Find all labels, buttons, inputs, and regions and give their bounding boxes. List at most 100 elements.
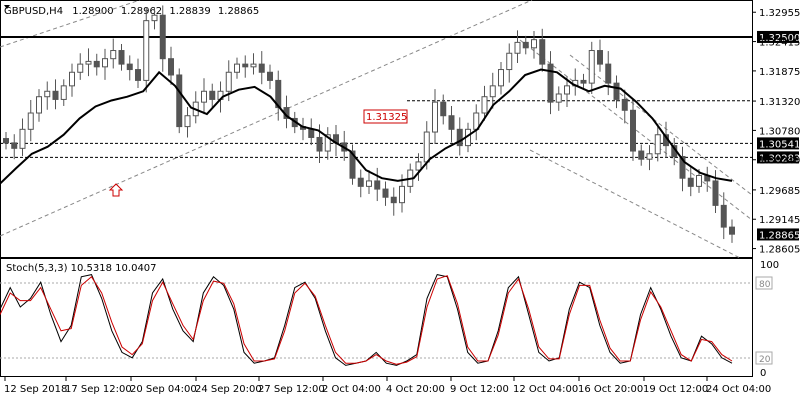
candle-body bbox=[225, 71, 232, 92]
stoch-signal-line bbox=[0, 275, 733, 365]
x-tick-label: 24 Sep 20:00 bbox=[195, 384, 262, 395]
x-tick-label: 19 Oct 12:00 bbox=[643, 384, 708, 395]
stoch-level-20-label: 20 bbox=[759, 355, 771, 365]
candle-body bbox=[498, 69, 504, 87]
candle-body bbox=[621, 98, 628, 111]
candle-body bbox=[60, 85, 67, 100]
candle-body bbox=[382, 188, 389, 198]
candle-body bbox=[159, 14, 166, 60]
candle-body bbox=[564, 85, 570, 95]
close-value: 1.28865 bbox=[218, 6, 259, 17]
candle-body bbox=[630, 109, 636, 152]
candle-body bbox=[374, 180, 381, 190]
candle-body bbox=[390, 196, 397, 204]
symbol-dropdown-icon[interactable] bbox=[4, 5, 10, 9]
level-badge-label: 1.30283 bbox=[759, 153, 800, 164]
candle-body bbox=[481, 96, 488, 114]
candle-body bbox=[3, 138, 9, 144]
low-value: 1.28839 bbox=[169, 6, 210, 17]
annotation-1-31325: 1.31325 bbox=[363, 109, 408, 124]
candle-body bbox=[234, 63, 240, 73]
candle-body bbox=[308, 128, 315, 138]
candle-body bbox=[267, 71, 273, 81]
candle-body bbox=[85, 60, 92, 65]
y-tick-label: 1.31320 bbox=[759, 97, 800, 108]
candle-body bbox=[44, 90, 51, 98]
candle-body bbox=[514, 41, 521, 54]
candle-body bbox=[605, 63, 612, 84]
candle-body bbox=[126, 63, 133, 71]
x-tick-label: 27 Sep 12:00 bbox=[258, 384, 325, 395]
moving-average-line bbox=[0, 68, 733, 185]
candle-body bbox=[102, 58, 108, 68]
high-value: 1.28962 bbox=[121, 6, 162, 17]
x-tick-label: 20 Sep 04:00 bbox=[130, 384, 197, 395]
candle-body bbox=[712, 180, 719, 206]
level-badge bbox=[757, 228, 799, 241]
x-tick-label: 2 Oct 04:00 bbox=[322, 384, 381, 395]
stoch-level-80-label: 80 bbox=[759, 280, 771, 290]
open-value: 1.28900 bbox=[72, 6, 113, 17]
stoch-tick-100: 100 bbox=[760, 260, 779, 271]
candle-body bbox=[448, 115, 455, 130]
candle-body bbox=[118, 50, 125, 65]
channel-lines bbox=[0, 0, 753, 259]
stoch-tick-80-box: 80 bbox=[755, 276, 773, 290]
candle-body bbox=[423, 131, 430, 163]
candle-body bbox=[357, 177, 364, 187]
candle-body bbox=[349, 150, 356, 179]
candle-body bbox=[654, 134, 661, 155]
y-tick-label: 1.31875 bbox=[759, 67, 800, 78]
x-tick-label: 16 Oct 20:00 bbox=[578, 384, 643, 395]
candle-body bbox=[588, 50, 595, 84]
y-tick-label: 1.28605 bbox=[759, 245, 800, 256]
candle-body bbox=[176, 74, 183, 128]
candle-body bbox=[316, 136, 323, 152]
y-tick-label: 1.30780 bbox=[759, 126, 800, 137]
candle-body bbox=[696, 174, 702, 187]
candle-body bbox=[531, 39, 537, 49]
y-tick-label: 1.29685 bbox=[759, 186, 800, 197]
candle-body bbox=[597, 50, 603, 65]
stoch-tick-0: 0 bbox=[760, 368, 766, 379]
stoch-plot-frame bbox=[0, 258, 753, 377]
candle-body bbox=[258, 63, 265, 73]
candle-body bbox=[547, 63, 554, 103]
candle-body bbox=[69, 71, 75, 87]
stoch-tick-20-box: 20 bbox=[755, 351, 773, 365]
x-tick-label: 12 Oct 04:00 bbox=[513, 384, 578, 395]
candle-body bbox=[679, 155, 686, 179]
main-plot-frame bbox=[0, 0, 753, 258]
candle-body bbox=[93, 60, 100, 68]
candle-body bbox=[242, 63, 249, 68]
candle-body bbox=[275, 79, 282, 109]
candle-body bbox=[143, 20, 150, 81]
y-tick-label: 1.32415 bbox=[759, 38, 800, 49]
candle-body bbox=[184, 115, 191, 128]
candle-body bbox=[52, 90, 59, 100]
candle-body bbox=[366, 180, 372, 187]
stoch-label: Stoch(5,3,3) 10.5318 10.0407 bbox=[6, 263, 157, 274]
candle-body bbox=[432, 101, 438, 133]
candle-body bbox=[720, 204, 727, 228]
candle-body bbox=[456, 128, 463, 147]
candle-body bbox=[399, 185, 405, 204]
level-badge bbox=[757, 151, 799, 164]
candle-body bbox=[110, 50, 117, 60]
candle-body bbox=[646, 153, 653, 160]
candle-body bbox=[209, 90, 216, 100]
candle-body bbox=[522, 41, 529, 49]
level-badge-label: 1.30541 bbox=[759, 139, 800, 150]
candle-body bbox=[489, 85, 496, 98]
candle-body bbox=[580, 79, 587, 84]
candle-body bbox=[729, 226, 735, 235]
x-tick-label: 9 Oct 12:00 bbox=[450, 384, 509, 395]
candle-body bbox=[506, 52, 513, 71]
candle-body bbox=[77, 63, 84, 73]
candle-body bbox=[613, 82, 620, 100]
level-badge-label: 1.28865 bbox=[759, 230, 800, 241]
candle-body bbox=[555, 93, 562, 103]
arrow-up-icon bbox=[108, 183, 124, 197]
